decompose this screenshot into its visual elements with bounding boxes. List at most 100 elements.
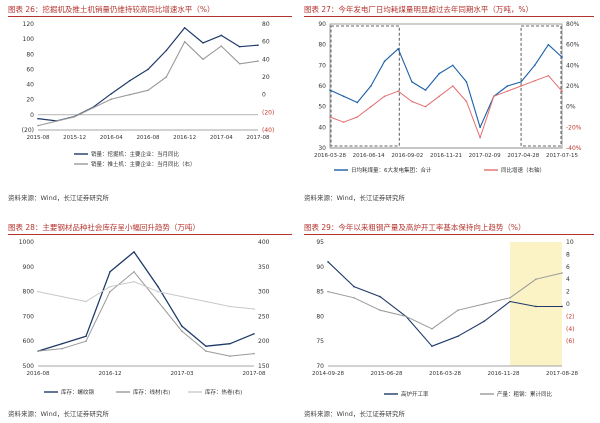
x-tick-label: 2016-08 <box>137 135 160 141</box>
data-point <box>253 308 255 310</box>
y-left-tick-label: 70 <box>316 363 324 370</box>
data-point <box>397 48 400 50</box>
data-point <box>329 116 331 118</box>
source-text: 资料来源：Wind，长江证券研究所 <box>304 410 405 418</box>
y-right-tick-label: 300 <box>258 289 270 296</box>
data-point <box>37 290 39 293</box>
data-point <box>457 335 459 338</box>
data-point <box>509 300 511 303</box>
data-point <box>37 350 39 352</box>
x-tick-label: 2016-08 <box>27 371 50 377</box>
data-point <box>205 345 207 347</box>
legend-label: 库存：线材(右) <box>133 388 170 396</box>
data-point <box>509 297 511 299</box>
y-right-tick-label: 20 <box>262 74 270 81</box>
highlight-region <box>510 242 562 366</box>
data-point <box>465 100 468 103</box>
x-tick-label: 2016-06-14 <box>353 153 385 159</box>
y-left-tick-label: 80 <box>318 42 326 49</box>
x-tick-label: 2016-11-28 <box>488 371 520 377</box>
y-left-tick-label: 800 <box>23 289 35 296</box>
title-rule <box>8 16 292 17</box>
data-point <box>205 350 207 352</box>
data-point <box>183 26 186 29</box>
series-line <box>37 27 259 122</box>
data-point <box>535 278 537 280</box>
y-left-tick-label: 700 <box>23 313 35 320</box>
plot-frame <box>329 23 563 149</box>
source-text: 资料来源：Wind，长江证券研究所 <box>304 194 405 202</box>
data-point <box>520 85 522 87</box>
data-point <box>479 126 481 129</box>
data-point <box>109 285 111 288</box>
data-point <box>533 80 536 82</box>
data-point <box>411 81 413 83</box>
y-left-tick-label: 30 <box>318 145 326 152</box>
chart-plot: 95 90 85 80 75 70 10 8 6 4 2 0 (2) (4) (6) 2014-09-28 20… <box>312 239 578 398</box>
series-line <box>37 41 259 127</box>
legend-label: 产量：粗钢：累计同比 <box>497 390 553 398</box>
data-point <box>370 105 372 108</box>
x-tick-label: 2016-09-02 <box>391 153 423 159</box>
data-point <box>506 85 509 87</box>
data-point <box>128 93 131 96</box>
data-point <box>479 136 481 139</box>
data-point <box>342 121 345 123</box>
data-point <box>157 285 159 288</box>
data-point <box>561 305 563 308</box>
series-line <box>37 271 255 357</box>
data-point <box>438 95 440 98</box>
x-tick-label: 2015-08 <box>27 135 50 141</box>
data-point <box>61 347 63 350</box>
data-point <box>205 300 207 303</box>
chart-panel-27: 图表 27：今年发电厂日均耗煤量明显超过去年同期水平（万吨，%） 90 80 70 6… <box>304 4 594 204</box>
y-left-tick-label: 60 <box>26 66 34 73</box>
series-line <box>329 75 563 139</box>
data-point <box>457 309 459 311</box>
data-point <box>181 295 183 298</box>
chart-panel-28: 图表 28：主要钢材品种社会库存呈小幅回升趋势（万吨） 1000 900 800 70… <box>8 222 292 420</box>
x-tick-label: 2015-06-28 <box>371 371 403 377</box>
legend-label: 同比增速（右轴） <box>501 166 545 174</box>
chart-title: 图表 28：主要钢材品种社会库存呈小幅回升趋势（万吨） <box>8 223 200 232</box>
x-tick-label: 2017-04 <box>210 135 233 141</box>
data-point <box>128 79 131 82</box>
data-point <box>327 261 329 263</box>
data-point <box>165 76 168 78</box>
legend-label: 日均耗煤量：6大发电集团：合计 <box>351 166 432 174</box>
data-point <box>55 120 58 122</box>
y-right-tick-label: 80% <box>566 21 580 28</box>
data-point <box>506 90 509 92</box>
x-tick-label: 2017-08 <box>247 135 270 141</box>
series-line <box>37 251 255 352</box>
data-point <box>183 40 186 43</box>
data-point <box>405 315 407 318</box>
data-point <box>561 90 563 92</box>
y-right-tick-label: -40% <box>566 145 582 152</box>
data-point <box>37 117 39 120</box>
y-left-tick-label: 90 <box>316 264 324 271</box>
chart-plot: 120 100 80 60 40 20 0 (20) 80 60 40 20 0 (20) (40) 2015… <box>22 21 275 168</box>
y-right-tick-label: -20% <box>566 124 582 131</box>
data-point <box>379 295 381 298</box>
data-point <box>561 56 563 58</box>
data-point <box>492 95 495 98</box>
data-point <box>147 89 149 92</box>
data-point <box>356 101 359 104</box>
y-left-tick-label: 85 <box>316 289 324 296</box>
x-tick-label: 2017-04-28 <box>507 153 539 159</box>
y-left-tick-label: 40 <box>26 82 34 89</box>
x-tick-label: 2016-03-28 <box>314 153 346 159</box>
annotation-box <box>520 25 562 147</box>
x-tick-label: 2016-11-21 <box>430 153 462 159</box>
y-left-tick-label: (20) <box>22 127 34 134</box>
y-left-tick-label: 90 <box>318 21 326 28</box>
title-rule <box>304 234 594 235</box>
data-point <box>85 340 87 342</box>
y-left-tick-label: 50 <box>318 104 326 111</box>
data-point <box>438 72 440 75</box>
chart-title: 图表 26：挖掘机及推土机销量仍维持较高同比增速水平（%） <box>8 5 215 14</box>
data-point <box>327 290 329 293</box>
chart-title: 图表 27：今年发电厂日均耗煤量明显超过去年同期水平（万吨，%） <box>304 5 534 14</box>
data-point <box>92 107 94 109</box>
